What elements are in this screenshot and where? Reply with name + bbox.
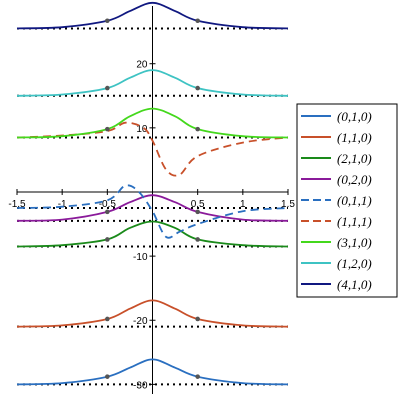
series-marker bbox=[195, 85, 200, 91]
series-marker bbox=[195, 18, 200, 24]
series-marker bbox=[195, 316, 200, 322]
y-tick-label: 20 bbox=[136, 60, 148, 71]
series-marker bbox=[105, 85, 110, 91]
x-tick-label: -0.5 bbox=[99, 199, 117, 210]
x-tick-label: 0.5 bbox=[191, 199, 205, 210]
legend-label: (1,1,0) bbox=[337, 130, 372, 145]
y-tick-label: 10 bbox=[136, 124, 148, 135]
series-line-1 bbox=[16, 299, 289, 328]
series-line-5 bbox=[16, 121, 289, 177]
legend-label: (0,1,0) bbox=[337, 109, 372, 124]
legend: (0,1,0) (1,1,0) (2,1,0) (0,2,0) (0,1,1) (1,1,… bbox=[296, 103, 398, 298]
series-marker bbox=[195, 126, 200, 132]
series-line-8 bbox=[16, 1, 289, 30]
series-group bbox=[16, 1, 289, 386]
legend-label: (4,1,0) bbox=[337, 277, 372, 292]
y-tick-label: -30 bbox=[133, 380, 148, 391]
legend-label: (0,1,1) bbox=[337, 193, 372, 208]
legend-label: (1,2,0) bbox=[337, 256, 372, 271]
series-line-3 bbox=[16, 194, 289, 222]
marker-group bbox=[105, 18, 200, 379]
x-tick-label: 1.5 bbox=[281, 199, 295, 210]
series-marker bbox=[105, 126, 110, 132]
series-marker bbox=[105, 374, 110, 379]
series-line-2 bbox=[16, 220, 289, 248]
series-marker bbox=[105, 209, 110, 215]
series-marker bbox=[195, 237, 200, 242]
series-marker bbox=[105, 316, 110, 322]
series-marker bbox=[195, 374, 200, 379]
tick-group: -1.5 -1 -0.5 0.5 1 1.5 20 10 -10 -20 -30 bbox=[8, 60, 295, 392]
x-tick-label: -1 bbox=[58, 199, 67, 210]
legend-label: (3,1,0) bbox=[337, 235, 372, 250]
x-tick-label: 1 bbox=[240, 199, 246, 210]
series-marker bbox=[195, 209, 200, 215]
series-line-6 bbox=[16, 107, 289, 139]
legend-label: (0,2,0) bbox=[337, 172, 372, 187]
y-tick-label: -20 bbox=[133, 316, 148, 327]
series-marker bbox=[105, 18, 110, 24]
series-line-0 bbox=[16, 358, 289, 386]
x-tick-label: -1.5 bbox=[8, 199, 26, 210]
series-marker bbox=[105, 237, 110, 242]
y-tick-label: -10 bbox=[133, 252, 148, 263]
legend-label: (1,1,1) bbox=[337, 214, 372, 229]
series-line-4 bbox=[16, 184, 289, 239]
series-line-7 bbox=[16, 69, 289, 97]
legend-label: (2,1,0) bbox=[337, 151, 372, 166]
